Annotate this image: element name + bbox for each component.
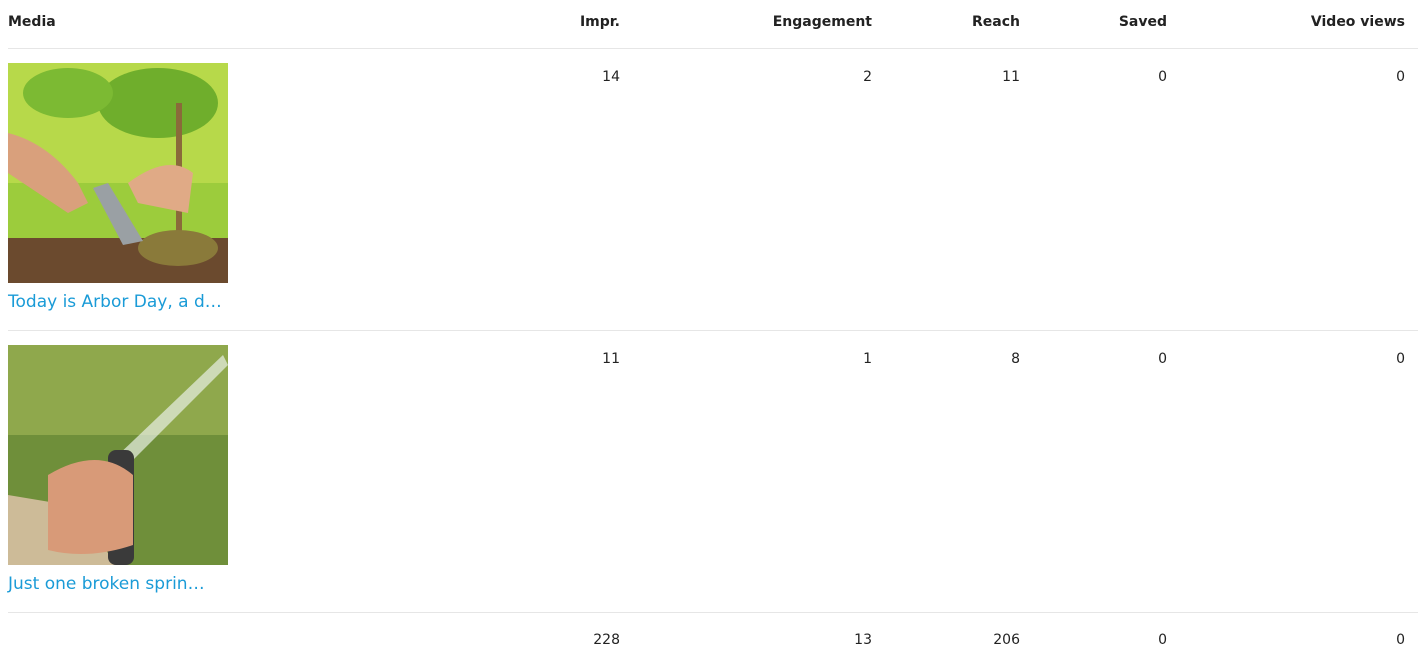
value-cell: 0 bbox=[1396, 351, 1405, 367]
value-cell: 0 bbox=[1396, 69, 1405, 85]
value-cell: 8 bbox=[1011, 351, 1020, 367]
media-thumbnail bbox=[8, 345, 228, 565]
value-cell: 0 bbox=[1396, 632, 1405, 648]
column-header: Media bbox=[8, 14, 56, 30]
column-header: Engagement bbox=[772, 14, 872, 30]
media-thumbnail bbox=[8, 63, 228, 283]
column-header: Saved bbox=[1118, 14, 1167, 30]
media-caption-link[interactable]: Today is Arbor Day, a d… bbox=[8, 292, 222, 312]
row-divider bbox=[8, 612, 1418, 613]
row-divider bbox=[8, 330, 1418, 331]
media-caption-link[interactable]: Just one broken sprin… bbox=[8, 574, 205, 594]
value-cell: 14 bbox=[602, 69, 620, 85]
value-cell: 2 bbox=[863, 69, 872, 85]
value-cell: 11 bbox=[1002, 69, 1020, 85]
value-cell: 13 bbox=[854, 632, 872, 648]
value-cell: 1 bbox=[863, 351, 872, 367]
value-cell: 0 bbox=[1158, 632, 1167, 648]
row-divider bbox=[8, 48, 1418, 49]
column-header: Reach bbox=[972, 14, 1020, 30]
value-cell: 228 bbox=[593, 632, 620, 648]
value-cell: 0 bbox=[1158, 351, 1167, 367]
column-header: Impr. bbox=[579, 14, 620, 30]
value-cell: 11 bbox=[602, 351, 620, 367]
value-cell: 206 bbox=[993, 632, 1020, 648]
column-header: Video views bbox=[1310, 14, 1405, 30]
value-cell: 0 bbox=[1158, 69, 1167, 85]
